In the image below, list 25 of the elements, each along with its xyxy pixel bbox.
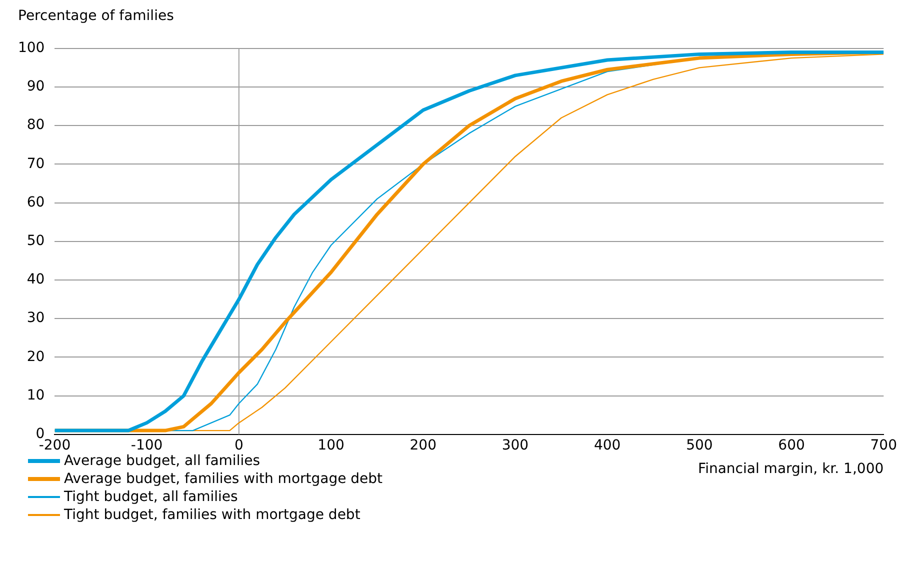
x-tick-label: 100 [318, 437, 344, 454]
y-tick-label: 100 [18, 40, 45, 56]
x-tick-label: -100 [130, 437, 163, 454]
y-tick-label: 80 [26, 117, 45, 134]
x-tick-label: 200 [410, 437, 436, 454]
y-tick-label: 70 [26, 156, 45, 172]
legend-label: Tight budget, families with mortgage debt [64, 507, 360, 523]
y-tick-label: 90 [26, 78, 45, 95]
y-tick-label: 20 [26, 348, 45, 365]
y-tick-label: 50 [26, 233, 45, 250]
x-tick-label: 600 [778, 437, 805, 454]
x-tick-label: 0 [234, 437, 244, 454]
y-axis-title: Percentage of families [17, 8, 175, 26]
y-tick-label: 30 [26, 310, 45, 326]
x-tick-label: 400 [594, 437, 621, 454]
x-axis-title: Financial margin, kr. 1,000 [698, 461, 884, 478]
legend-label: Average budget, all families [64, 453, 260, 469]
x-tick-label: 500 [686, 437, 713, 454]
legend-label: Tight budget, all families [64, 489, 238, 505]
legend-label: Average budget, families with mortgage debt [64, 471, 383, 487]
y-tick-label: 40 [26, 272, 45, 288]
x-tick-label: 700 [870, 437, 898, 454]
x-tick-label: 300 [502, 437, 529, 454]
y-tick-label: 60 [26, 194, 45, 210]
y-tick-label: 10 [26, 387, 45, 404]
